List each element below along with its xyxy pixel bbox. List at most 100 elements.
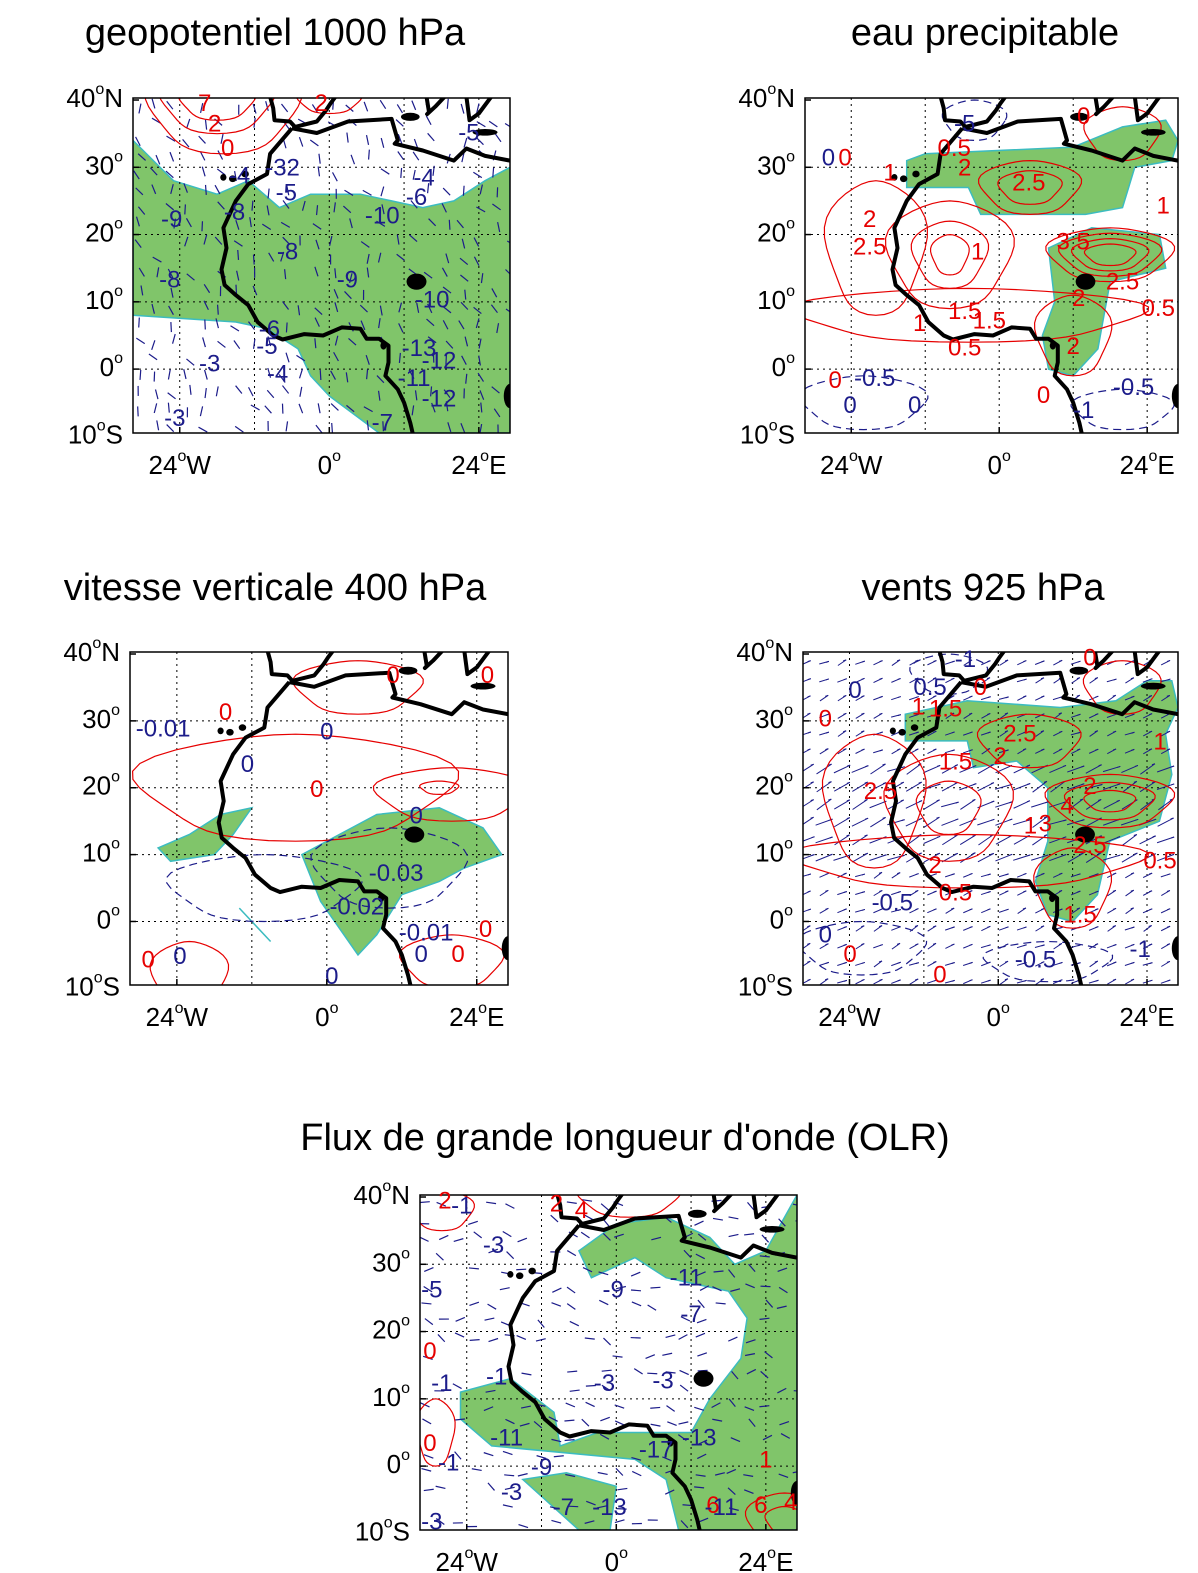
contour-label: -12 — [422, 385, 457, 412]
lat-tick-label: 30o — [755, 702, 793, 734]
contour-line — [1044, 773, 1176, 829]
contour-dash — [298, 136, 304, 147]
contour-dash — [426, 318, 435, 327]
contour-dash — [680, 1316, 691, 1322]
wind-vector-head — [807, 942, 811, 945]
contour-label: -0.01 — [136, 716, 191, 743]
lon-tick-label: 24oW — [436, 1545, 499, 1573]
contour-dash — [183, 183, 188, 193]
contour-dash — [465, 373, 468, 384]
contour-dash — [367, 149, 370, 160]
panel-title: vents 925 hPa — [862, 567, 1106, 609]
wind-vector-head — [1023, 678, 1027, 681]
coastline — [1093, 98, 1115, 117]
wind-vector-head — [1023, 926, 1027, 929]
wind-vector-head — [1004, 978, 1009, 981]
contour-dash — [252, 254, 255, 265]
contour-label: -17 — [639, 1437, 674, 1464]
wind-vector-head — [1026, 800, 1031, 803]
contour-line — [1058, 232, 1163, 277]
contour-line — [803, 920, 928, 976]
contour-dash — [520, 1405, 532, 1409]
contour-dash — [780, 1433, 791, 1439]
wind-vector-head — [825, 748, 829, 751]
wind-vector-head — [915, 731, 919, 734]
contour-dash — [491, 386, 500, 394]
contour-dash — [551, 1302, 562, 1307]
wind-vector — [1032, 834, 1048, 846]
wind-vector-head — [969, 695, 973, 698]
wind-vector — [803, 799, 814, 808]
wind-vector-head — [932, 942, 937, 945]
contour-dash — [396, 253, 405, 261]
wind-vector-head — [807, 712, 811, 715]
wind-vector-head — [1059, 659, 1063, 662]
contour-label: 0 — [414, 941, 427, 968]
wind-vector-head — [897, 714, 901, 717]
contour-label: 1 — [971, 239, 984, 266]
lat-tick-label: 20o — [755, 769, 793, 801]
contour-dash — [156, 420, 160, 431]
contour-dash — [491, 288, 498, 298]
contour-dash — [492, 203, 501, 211]
wind-vector-head — [1004, 960, 1009, 963]
lon-tick-label: 24oW — [818, 1000, 881, 1032]
contour-dash — [745, 1283, 755, 1289]
lake-island — [1171, 383, 1178, 409]
wind-vector-head — [1134, 764, 1139, 767]
contour-dash — [184, 236, 189, 247]
contour-dash — [511, 104, 513, 114]
lake-island — [687, 1209, 707, 1218]
contour-dash — [344, 189, 354, 196]
contour-dash — [519, 1422, 530, 1427]
contour-dash — [614, 1519, 625, 1524]
contour-label: 0 — [325, 963, 338, 990]
wind-vector-head — [882, 763, 886, 766]
contour-line — [997, 170, 1063, 205]
lon-tick-label: 0o — [605, 1545, 628, 1573]
wind-vector-head — [825, 694, 829, 697]
wind-vector-head — [879, 944, 883, 947]
contour-dash — [796, 1267, 797, 1269]
contour-dash — [442, 286, 452, 294]
wind-vector-head — [933, 714, 937, 717]
contour-dash — [397, 133, 403, 144]
wind-vector-head — [969, 890, 973, 893]
contour-dash — [549, 1506, 560, 1510]
wind-vector-head — [864, 798, 868, 801]
wind-vector-head — [969, 926, 973, 929]
contour-dash — [630, 1271, 641, 1277]
coastline — [291, 116, 510, 163]
contour-dash — [586, 1500, 596, 1506]
lat-tick-label: 40oN — [736, 635, 793, 667]
coastline — [889, 680, 1084, 985]
contour-dash — [333, 289, 339, 299]
contour-label: -0.5 — [1015, 946, 1056, 973]
contour-dash — [333, 351, 339, 362]
contour-dash — [601, 1384, 611, 1392]
wind-vector-head — [1040, 730, 1045, 733]
lake-island — [472, 128, 498, 136]
wind-vector-head — [1167, 873, 1171, 876]
contour-dash — [612, 1355, 623, 1358]
contour-line — [941, 99, 1008, 142]
wind-vector-head — [955, 818, 959, 821]
wind-vector-head — [1135, 818, 1139, 821]
wind-vector-head — [933, 695, 937, 698]
contour-dash — [247, 386, 254, 397]
wind-vector-head — [951, 731, 955, 734]
contour-dash — [461, 355, 467, 365]
coastline — [961, 116, 1178, 163]
contour-dash — [318, 153, 321, 164]
lake-island — [1049, 341, 1056, 350]
wind-vector — [803, 816, 814, 825]
contour-dash — [496, 323, 500, 334]
contour-dash — [777, 1387, 787, 1394]
lat-tick-label: 20o — [372, 1313, 410, 1345]
wind-vector-head — [933, 873, 937, 876]
contour-dash — [602, 1219, 611, 1228]
contour-dash — [580, 1231, 590, 1239]
contour-dash — [151, 117, 161, 124]
map-frame — [804, 97, 1179, 434]
